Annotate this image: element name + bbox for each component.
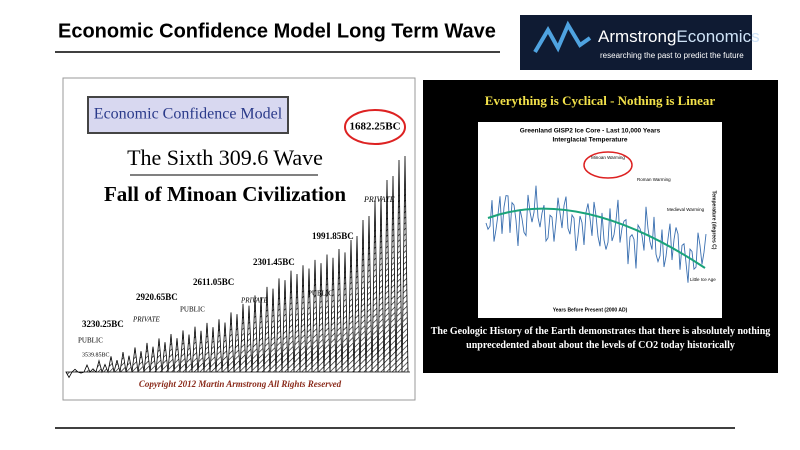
ecm-heading: The Sixth 309.6 Wave [127,145,323,170]
ecm-box-title: Economic Confidence Model [94,106,283,123]
logo-name-b: Economics [676,27,759,46]
headline: Everything is Cyclical - Nothing is Line… [485,93,716,108]
phase-label: PUBLIC [180,306,205,314]
phase-label: PUBLIC [308,290,333,298]
chart-area [478,122,722,318]
highlight-circle [344,109,406,145]
peak-label: 2920.65BC [136,292,178,302]
highlight-circle [583,151,633,179]
chart-title: Greenland GISP2 Ice Core - Last 10,000 Y… [520,128,661,135]
ecm-subheading: Fall of Minoan Civilization [104,182,346,206]
annotation: Minoan Warming [591,155,625,160]
phase-label: PUBLIC [78,337,103,345]
peak-label: 3230.25BC [82,319,124,329]
peak-label: 1682.25BC [349,121,400,133]
x-axis-label: Years Before Present (2000 AD) [553,307,628,313]
annotation: Medieval Warming [667,207,705,212]
logo-tagline: researching the past to predict the futu… [600,51,744,60]
annotation: Roman Warming [637,177,671,182]
slide-title: Economic Confidence Model Long Term Wave [58,20,496,42]
logo-name: ArmstrongEconomics [598,27,760,46]
annotation: Little Ice Age [690,277,716,282]
trend-curve [487,207,706,269]
ecm-box [87,96,289,134]
peak-label: 2611.05BC [193,277,234,287]
copyright: Copyright 2012 Martin Armstrong All Righ… [139,379,342,389]
logo-name-a: Armstrong [598,27,676,46]
peak-label: 3539.85BC [82,352,110,358]
phase-label: PRIVATE [240,297,269,305]
logo-mark [533,20,592,54]
chart-subtitle: Interglacial Temperature [552,137,627,144]
y-axis-label: Temperature (degrees C) [711,191,717,250]
peak-label: 2301.45BC [253,257,295,267]
caption: The Geologic History of the Earth demons… [430,326,771,351]
phase-label: PRIVATE [363,195,395,204]
wave-shape [65,155,410,379]
peak-label: 1991.85BC [312,231,354,241]
phase-label: PRIVATE [132,316,161,324]
caption-box: The Geologic History of the Earth demons… [430,326,771,351]
